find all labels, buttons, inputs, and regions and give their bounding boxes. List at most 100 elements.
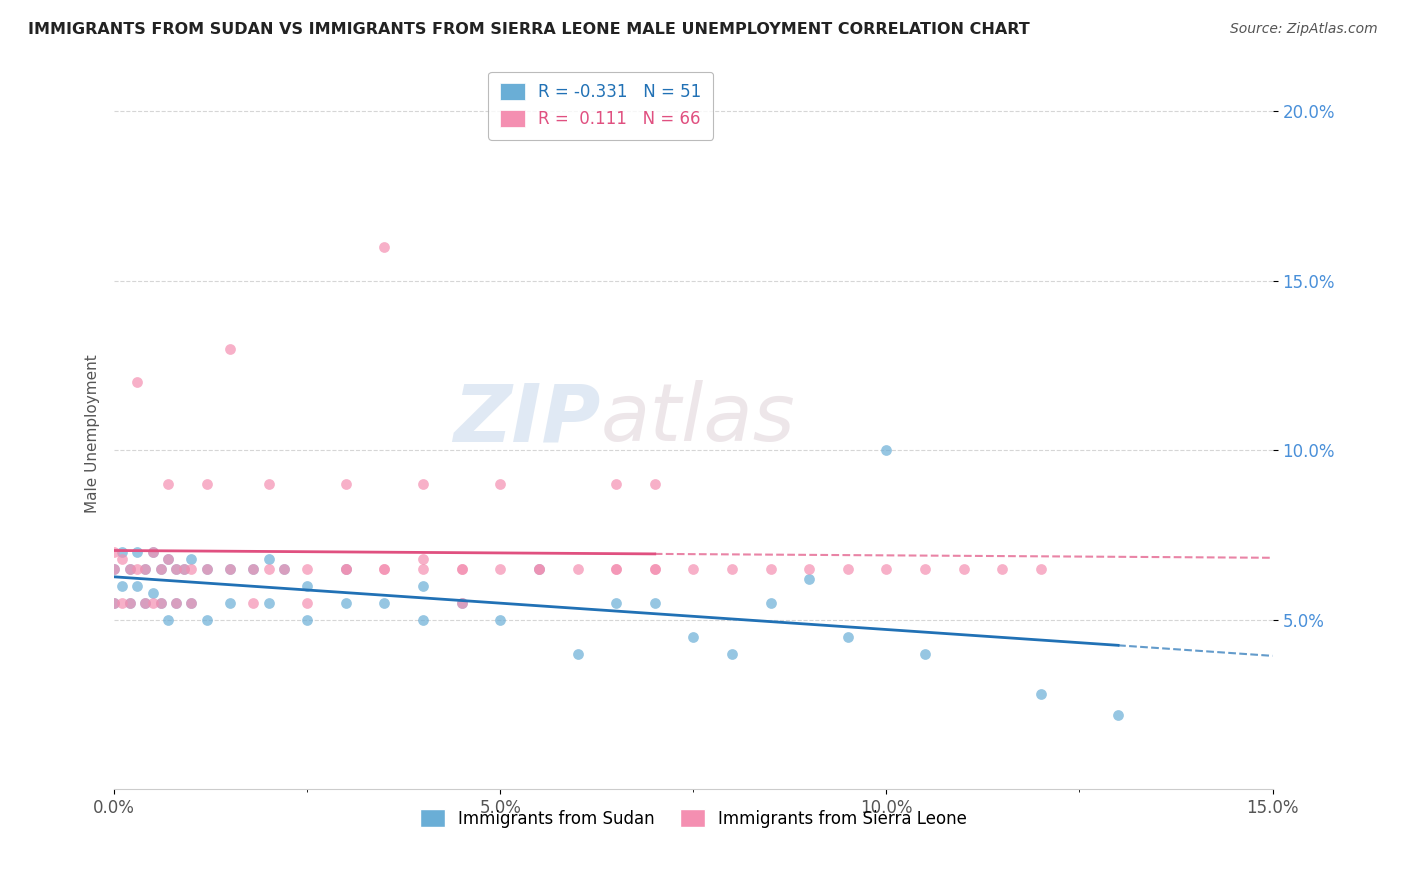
Point xyxy=(257,551,280,566)
Point xyxy=(991,562,1014,576)
Point xyxy=(1107,707,1129,722)
Point xyxy=(297,579,319,593)
Point xyxy=(335,562,357,576)
Point xyxy=(111,545,134,559)
Point xyxy=(173,562,195,576)
Point xyxy=(644,562,666,576)
Point xyxy=(134,596,156,610)
Point xyxy=(180,596,202,610)
Point xyxy=(335,562,357,576)
Point xyxy=(157,551,180,566)
Point xyxy=(103,545,125,559)
Legend: Immigrants from Sudan, Immigrants from Sierra Leone: Immigrants from Sudan, Immigrants from S… xyxy=(413,803,973,834)
Point xyxy=(134,562,156,576)
Point xyxy=(644,477,666,491)
Point xyxy=(111,579,134,593)
Point xyxy=(180,596,202,610)
Point xyxy=(914,647,936,661)
Point xyxy=(195,562,218,576)
Point xyxy=(173,562,195,576)
Text: atlas: atlas xyxy=(600,380,796,458)
Point xyxy=(759,562,782,576)
Point xyxy=(759,596,782,610)
Point xyxy=(111,596,134,610)
Point xyxy=(257,562,280,576)
Point xyxy=(682,630,704,644)
Point xyxy=(527,562,550,576)
Point xyxy=(273,562,295,576)
Point xyxy=(567,647,589,661)
Point xyxy=(335,562,357,576)
Point xyxy=(149,596,172,610)
Point xyxy=(297,562,319,576)
Point xyxy=(142,545,165,559)
Point xyxy=(412,579,434,593)
Point xyxy=(373,596,395,610)
Point xyxy=(837,630,859,644)
Point xyxy=(489,477,512,491)
Point xyxy=(142,585,165,599)
Y-axis label: Male Unemployment: Male Unemployment xyxy=(86,354,100,513)
Point xyxy=(165,562,187,576)
Point xyxy=(297,613,319,627)
Point xyxy=(297,596,319,610)
Point xyxy=(682,562,704,576)
Point xyxy=(157,551,180,566)
Point xyxy=(118,562,141,576)
Point xyxy=(567,562,589,576)
Point xyxy=(257,596,280,610)
Point xyxy=(157,477,180,491)
Point xyxy=(111,551,134,566)
Point xyxy=(837,562,859,576)
Point xyxy=(127,545,149,559)
Point xyxy=(103,562,125,576)
Point xyxy=(149,562,172,576)
Point xyxy=(219,596,242,610)
Point xyxy=(127,562,149,576)
Point xyxy=(103,596,125,610)
Point xyxy=(127,376,149,390)
Point xyxy=(799,572,821,586)
Point xyxy=(195,613,218,627)
Point xyxy=(242,562,264,576)
Point xyxy=(527,562,550,576)
Point xyxy=(605,596,627,610)
Point xyxy=(242,562,264,576)
Point xyxy=(450,596,472,610)
Text: ZIP: ZIP xyxy=(453,380,600,458)
Point xyxy=(605,562,627,576)
Point xyxy=(412,562,434,576)
Point xyxy=(118,562,141,576)
Point xyxy=(1029,687,1052,701)
Point xyxy=(219,562,242,576)
Point xyxy=(118,596,141,610)
Point xyxy=(195,562,218,576)
Point xyxy=(335,477,357,491)
Point xyxy=(134,562,156,576)
Point xyxy=(103,562,125,576)
Point xyxy=(165,596,187,610)
Text: Source: ZipAtlas.com: Source: ZipAtlas.com xyxy=(1230,22,1378,37)
Point xyxy=(489,613,512,627)
Point xyxy=(605,477,627,491)
Point xyxy=(412,551,434,566)
Point xyxy=(605,562,627,576)
Point xyxy=(644,596,666,610)
Point xyxy=(373,240,395,254)
Point xyxy=(142,596,165,610)
Point xyxy=(489,562,512,576)
Point xyxy=(157,613,180,627)
Point xyxy=(195,477,218,491)
Point xyxy=(219,342,242,356)
Point xyxy=(450,562,472,576)
Point xyxy=(103,596,125,610)
Point xyxy=(412,613,434,627)
Point xyxy=(952,562,974,576)
Point xyxy=(450,596,472,610)
Point xyxy=(373,562,395,576)
Point xyxy=(721,562,744,576)
Point xyxy=(142,545,165,559)
Point xyxy=(527,562,550,576)
Point xyxy=(127,579,149,593)
Point xyxy=(165,596,187,610)
